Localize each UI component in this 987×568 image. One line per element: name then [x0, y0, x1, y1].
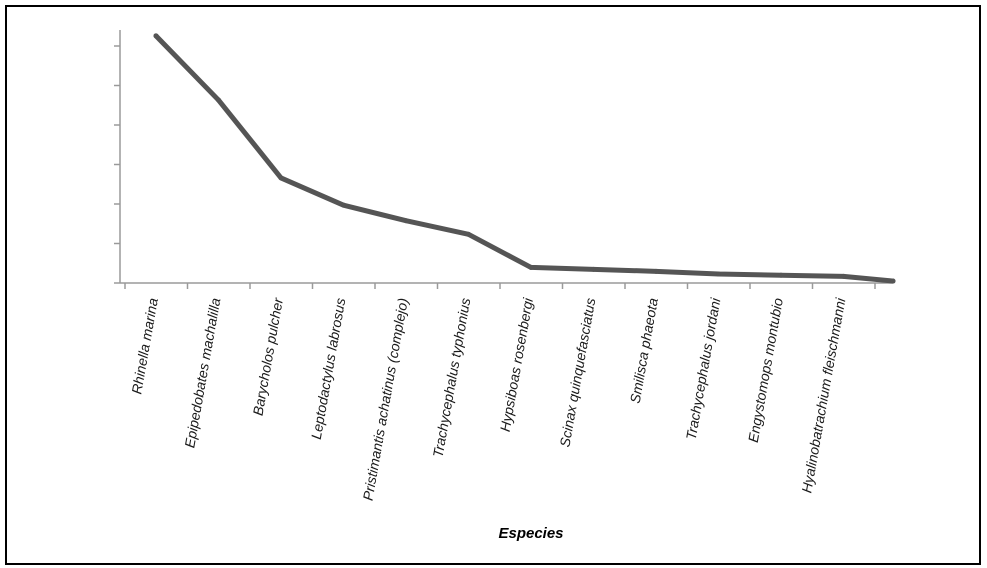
series-points — [153, 33, 896, 284]
category-label: Trachycephalus jordani — [683, 296, 724, 441]
category-label: Scinax quinquefasciatus — [556, 297, 598, 448]
data-point — [528, 264, 534, 270]
line-chart: Rhinella marina Epipedobates machalilla Ba… — [114, 30, 896, 542]
category-label: Hyalinobatrachium fleischmanni — [798, 296, 848, 494]
category-label: Barycholos pulcher — [250, 295, 287, 416]
category-label: Trachycephalus typhonius — [430, 297, 474, 459]
x-axis-title: Especies — [498, 525, 563, 542]
category-label: Leptodactylus labrosus — [308, 297, 349, 441]
data-point — [216, 97, 221, 103]
x-axis-ticks — [124, 283, 876, 289]
data-point — [653, 268, 659, 274]
data-point — [341, 202, 346, 208]
category-labels: Rhinella marina Epipedobates machalilla Ba… — [128, 295, 848, 501]
data-point — [278, 175, 284, 181]
chart-frame: Rhinella marina Epipedobates machalilla Ba… — [5, 5, 981, 565]
data-point — [778, 272, 784, 278]
data-point — [716, 271, 721, 277]
data-point — [890, 278, 896, 284]
data-point — [841, 273, 846, 279]
category-label: Hypsiboas rosenbergi — [497, 296, 536, 433]
data-point — [591, 266, 596, 272]
category-label: Pristimantis achatinus (complejo) — [360, 297, 411, 502]
y-axis-ticks — [114, 45, 120, 284]
category-label: Smilisca phaeota — [627, 297, 661, 405]
data-point — [466, 231, 471, 237]
data-point — [153, 33, 159, 39]
category-label: Engystomops montubio — [745, 297, 786, 444]
series-line — [153, 33, 896, 284]
data-point — [403, 218, 409, 224]
category-label: Rhinella marina — [128, 297, 161, 396]
category-label: Epipedobates machalilla — [181, 297, 223, 449]
